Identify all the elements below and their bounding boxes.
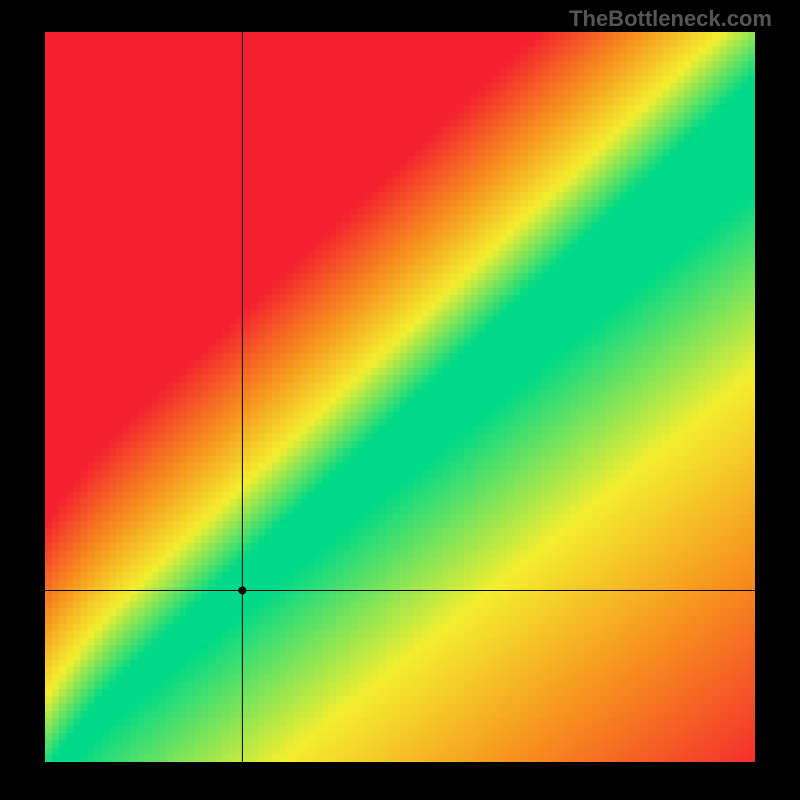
bottleneck-heatmap xyxy=(45,32,755,762)
chart-container: TheBottleneck.com xyxy=(0,0,800,800)
watermark-text: TheBottleneck.com xyxy=(569,6,772,32)
